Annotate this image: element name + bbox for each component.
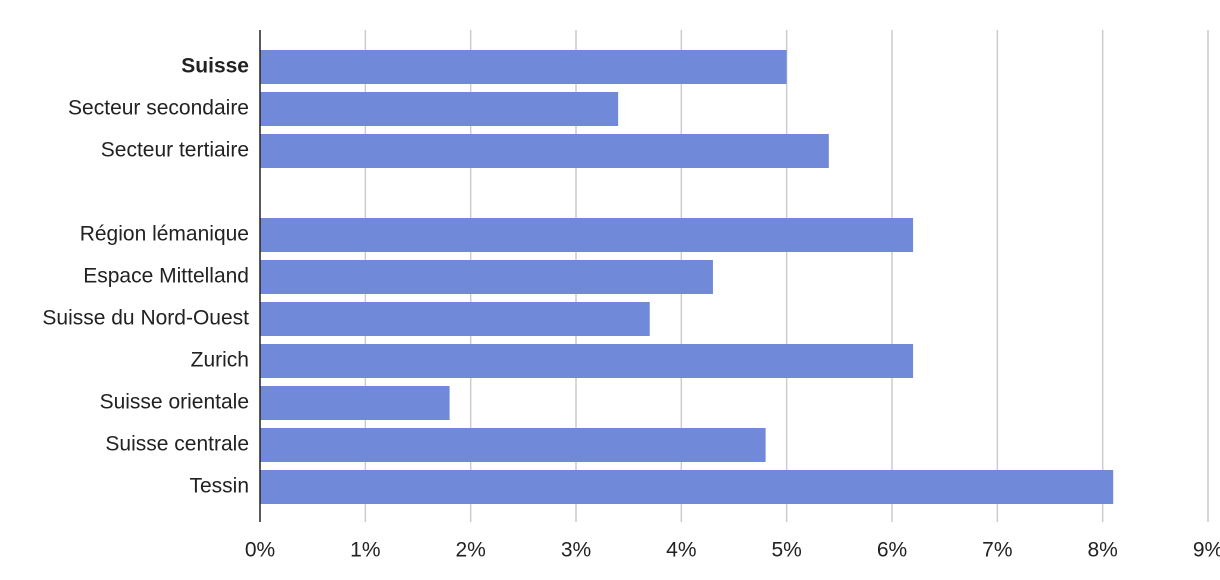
x-tick-label: 3% [561,539,591,562]
bar [260,344,914,378]
y-tick-label: Suisse [181,55,249,78]
x-tick-label: 1% [350,539,380,562]
bar [260,302,650,336]
bar [260,218,914,252]
x-tick-label: 2% [455,539,485,562]
bar [260,260,713,294]
x-tick-label: 9% [1193,539,1220,562]
x-tick-label: 0% [245,539,275,562]
x-tick-label: 6% [877,539,907,562]
y-tick-label: Suisse du Nord-Ouest [42,307,249,330]
x-tick-label: 7% [982,539,1012,562]
bar [260,386,450,420]
y-tick-label: Tessin [189,475,249,498]
y-tick-label: Zurich [191,349,249,372]
bar [260,134,829,168]
y-tick-label: Suisse centrale [105,433,249,456]
y-tick-label: Secteur secondaire [68,97,249,120]
y-tick-label: Suisse orientale [100,391,249,414]
x-tick-label: 5% [771,539,801,562]
bar [260,50,787,84]
bar [260,92,619,126]
y-tick-label: Espace Mittelland [83,265,249,288]
y-tick-label: Secteur tertiaire [101,139,249,162]
x-tick-label: 4% [666,539,696,562]
y-tick-label: Région lémanique [80,223,249,246]
x-tick-label: 8% [1087,539,1117,562]
bar [260,470,1114,504]
bar [260,428,766,462]
